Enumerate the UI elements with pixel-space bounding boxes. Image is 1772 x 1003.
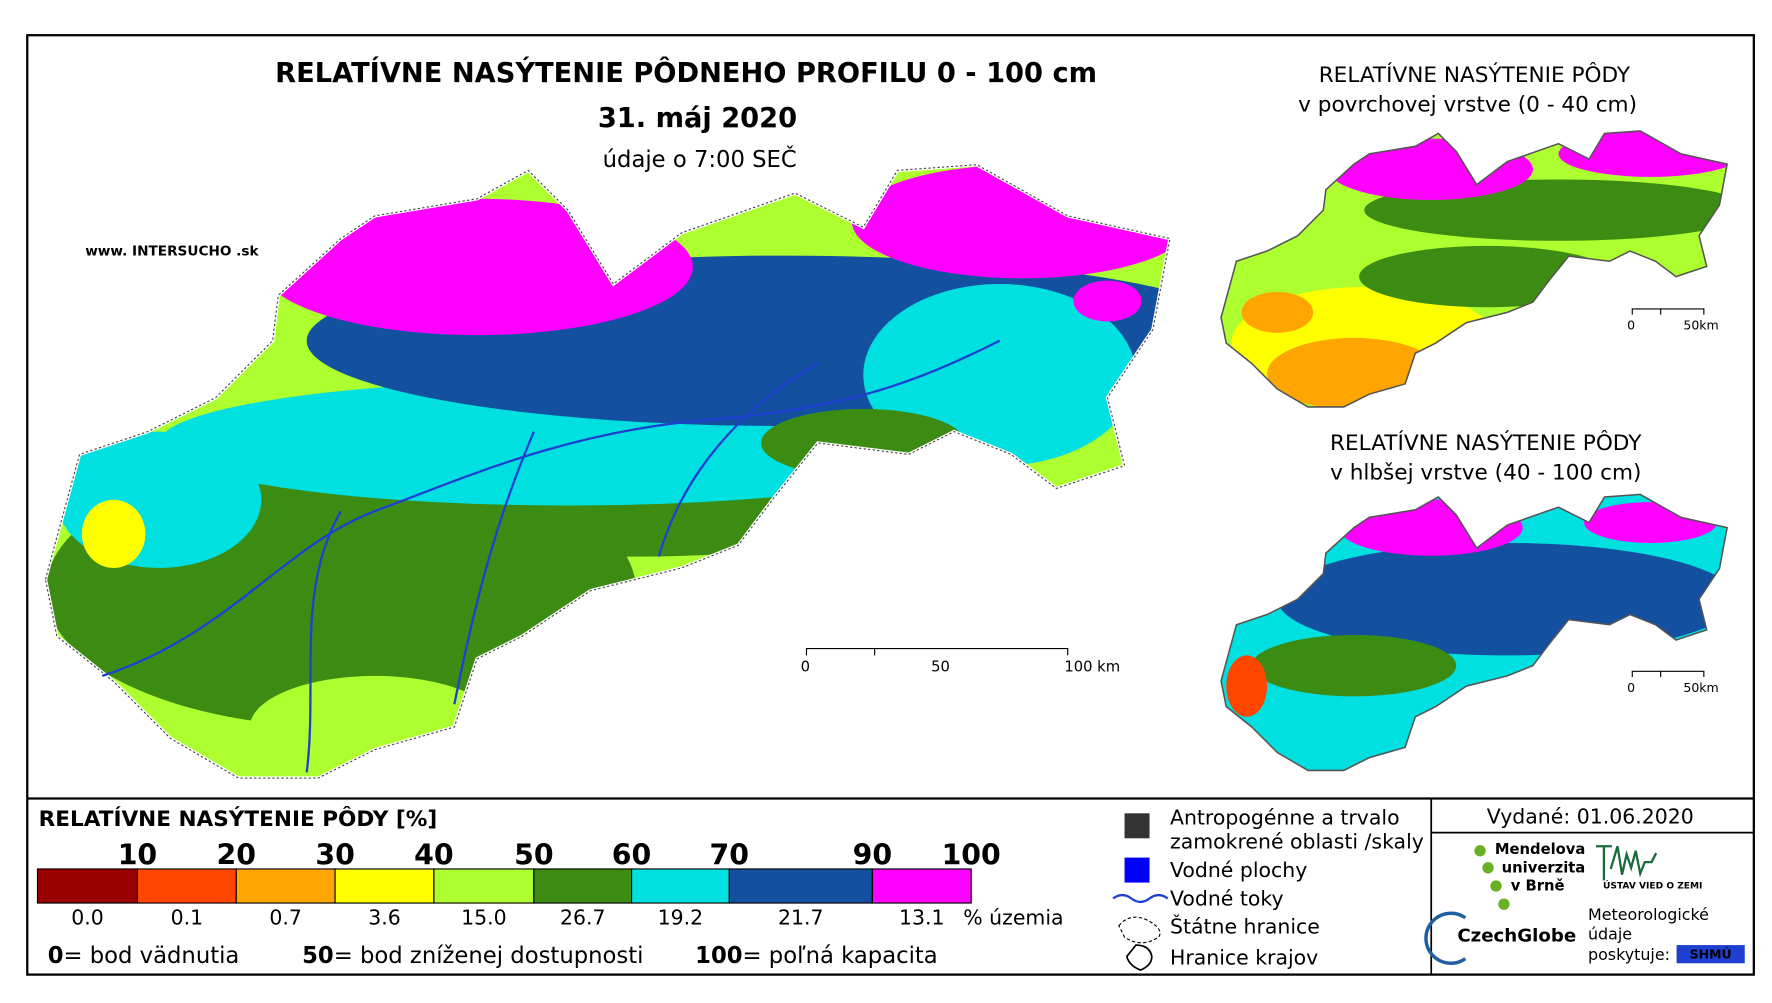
share-label: 3.6 bbox=[368, 906, 401, 930]
share-label: 26.7 bbox=[560, 906, 606, 930]
time-note: údaje o 7:00 SEČ bbox=[603, 145, 797, 173]
legend-swatch bbox=[334, 868, 435, 904]
legend-swatch bbox=[36, 868, 139, 904]
symbol-label: Vodné plochy bbox=[1170, 858, 1307, 882]
threshold-label: 20 bbox=[217, 838, 257, 871]
note: 50= bod zníženej dostupnosti bbox=[302, 943, 643, 969]
logo-text: údaje bbox=[1588, 924, 1632, 943]
logo-text: CzechGlobe bbox=[1457, 926, 1576, 947]
threshold-label: 60 bbox=[612, 838, 652, 871]
share-label: 13.1 bbox=[899, 906, 945, 930]
date: 31. máj 2020 bbox=[598, 103, 797, 134]
legend-swatch bbox=[235, 868, 336, 904]
threshold-label: 30 bbox=[315, 838, 355, 871]
frame bbox=[26, 34, 1755, 976]
symbol-label: Hranice krajov bbox=[1170, 945, 1318, 969]
legend-swatch bbox=[433, 868, 535, 904]
symbol-river bbox=[1112, 893, 1169, 904]
note-label: = poľná kapacita bbox=[743, 943, 938, 969]
scale-label: 100 km bbox=[1064, 658, 1120, 675]
share-label: 15.0 bbox=[461, 906, 507, 930]
scale-bar bbox=[1631, 308, 1705, 677]
threshold-label: 50 bbox=[514, 838, 554, 871]
legend-swatch bbox=[136, 868, 237, 904]
symbol-water bbox=[1124, 857, 1150, 883]
threshold-label: 90 bbox=[853, 838, 893, 871]
note-label: = bod vädnutia bbox=[64, 943, 240, 969]
inset-title: RELATÍVNE NASÝTENIE PÔDY bbox=[1330, 430, 1642, 456]
logo-text: ÚSTAV VIED O ZEMI bbox=[1603, 879, 1702, 891]
logo-text: poskytuje: bbox=[1588, 945, 1670, 964]
share-unit: % územia bbox=[963, 906, 1063, 930]
symbol-urban bbox=[1124, 813, 1150, 839]
logo-text: univerzita bbox=[1502, 859, 1586, 876]
logo-text: v Brně bbox=[1511, 878, 1565, 895]
logo-text: Meteorologické bbox=[1588, 905, 1709, 924]
legend-swatch bbox=[533, 868, 633, 904]
logo-shmu bbox=[1676, 945, 1745, 964]
logo-czechglobe bbox=[1424, 911, 1467, 965]
symbol-label: Štátne hranice bbox=[1170, 914, 1320, 939]
logo-text: SHMÚ bbox=[1690, 947, 1732, 962]
legend: 10 0.0 20 0.1 30 0.7 40 3.6 50 15.0 60 26.7 70 19.2 90… bbox=[36, 838, 1064, 930]
inset-map bbox=[1220, 130, 1728, 408]
scale-label: 0 bbox=[1627, 317, 1635, 332]
scale-label: 0 bbox=[1627, 680, 1635, 695]
inset-subtitle: v povrchovej vrstve (0 - 40 cm) bbox=[1298, 92, 1637, 117]
symbol-label: Antropogénne a trvalo bbox=[1170, 806, 1400, 830]
threshold-label: 100 bbox=[942, 838, 1001, 871]
note-label: = bod zníženej dostupnosti bbox=[334, 943, 644, 969]
logo-uvz bbox=[1595, 845, 1658, 881]
title: RELATÍVNE NASÝTENIE PÔDNEHO PROFILU 0 - … bbox=[275, 57, 1097, 89]
issued: Vydané: 01.06.2020 bbox=[1487, 805, 1694, 829]
symbol-region bbox=[1125, 944, 1153, 971]
note: 100= poľná kapacita bbox=[695, 943, 938, 969]
note: 0= bod vädnutia bbox=[48, 943, 240, 969]
scale-label: 50 bbox=[931, 658, 950, 675]
symbol-label: Vodné toky bbox=[1170, 886, 1284, 910]
legend-swatch bbox=[728, 868, 873, 904]
scale-bar bbox=[805, 648, 1069, 656]
inset-title: RELATÍVNE NASÝTENIE PÔDY bbox=[1319, 62, 1631, 88]
legend-swatch bbox=[871, 868, 972, 904]
inset-subtitle: v hlbšej vrstve (40 - 100 cm) bbox=[1330, 460, 1641, 485]
symbol-label: zamokrené oblasti /skaly bbox=[1170, 830, 1424, 854]
legend-swatch bbox=[630, 868, 730, 904]
share-label: 19.2 bbox=[658, 906, 704, 930]
note-value: 50 bbox=[302, 943, 334, 969]
threshold-label: 40 bbox=[414, 838, 454, 871]
share-label: 0.0 bbox=[71, 906, 104, 930]
symbol-border bbox=[1118, 916, 1161, 944]
threshold-label: 70 bbox=[709, 838, 749, 871]
logo-dots bbox=[1474, 845, 1510, 910]
threshold-label: 10 bbox=[118, 838, 158, 871]
website: www. INTERSUCHO .sk bbox=[85, 244, 259, 260]
share-label: 0.1 bbox=[171, 906, 204, 930]
inset-map bbox=[1220, 493, 1728, 772]
note-value: 0 bbox=[48, 943, 64, 969]
share-label: 0.7 bbox=[269, 906, 302, 930]
scale-label: 0 bbox=[801, 658, 810, 675]
legend-title: RELATÍVNE NASÝTENIE PÔDY [%] bbox=[39, 806, 438, 832]
note-value: 100 bbox=[695, 943, 742, 969]
share-label: 21.7 bbox=[778, 906, 824, 930]
scale-label: 50km bbox=[1683, 680, 1718, 695]
scale-label: 50km bbox=[1683, 317, 1718, 332]
logo-text: Mendelova bbox=[1495, 841, 1586, 858]
